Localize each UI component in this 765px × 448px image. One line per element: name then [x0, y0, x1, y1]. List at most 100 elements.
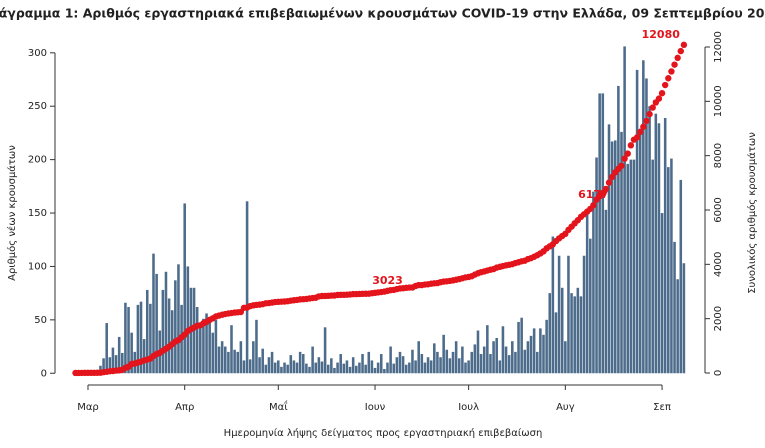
bar [102, 358, 105, 374]
bar [551, 236, 555, 374]
bar [195, 307, 199, 374]
line-point [646, 110, 653, 118]
bar [108, 357, 112, 374]
bar [298, 351, 302, 374]
chart-title: Διάγραμμα 1: Αριθμός εργαστηριακά επιβεβ… [0, 6, 765, 21]
bar [311, 346, 314, 374]
bar [314, 362, 318, 374]
bar [457, 358, 461, 374]
bar [589, 238, 592, 374]
bar [211, 332, 215, 374]
bar [511, 341, 514, 374]
bar [305, 363, 308, 374]
bar [532, 328, 536, 374]
bar [183, 203, 186, 374]
bar [560, 287, 564, 374]
bar [489, 354, 492, 374]
bar [476, 330, 480, 374]
bar [626, 163, 630, 374]
line-point [637, 128, 644, 136]
bar [130, 332, 133, 374]
bar [564, 341, 567, 374]
bar [567, 255, 570, 374]
bar [442, 334, 445, 374]
bar [439, 357, 442, 374]
bar [292, 360, 296, 374]
bar [492, 341, 495, 374]
y2-tick-label: 4000 [713, 252, 724, 277]
y2-tick-label: 10000 [713, 85, 724, 117]
bar [595, 157, 598, 374]
bar [336, 362, 339, 374]
bar [642, 60, 645, 374]
y2-axis-title: Συνολικός αριθμός κρουσμάτων [746, 132, 758, 294]
y-tick-label: 150 [28, 208, 47, 219]
x-tick-label: Μαΐ [269, 399, 288, 413]
bar [501, 326, 505, 374]
bar [576, 287, 580, 374]
bar [379, 354, 383, 374]
bar [667, 167, 670, 374]
bar [539, 328, 542, 374]
bar [663, 117, 667, 374]
x-tick-label: Απρ [175, 402, 194, 413]
bar [367, 351, 371, 374]
bar [613, 140, 617, 374]
bar [174, 280, 177, 374]
x-tick-label: Ιουλ [458, 402, 479, 413]
line-point [624, 150, 631, 157]
bar [333, 367, 336, 374]
bar [361, 354, 364, 374]
bar [670, 158, 673, 374]
bar [411, 349, 414, 374]
bar [470, 351, 474, 374]
line-point [643, 117, 650, 125]
line-point [618, 162, 625, 169]
bar [355, 365, 358, 374]
bar [504, 346, 508, 374]
line-point [640, 123, 647, 130]
bar [121, 352, 124, 374]
bar [199, 328, 202, 374]
bar [554, 312, 558, 374]
line-point [590, 201, 597, 209]
bar [320, 361, 324, 374]
bar [651, 159, 654, 374]
bar [426, 357, 430, 374]
line-point [658, 89, 666, 97]
bar [149, 303, 152, 374]
bar [205, 313, 208, 374]
bar [323, 327, 327, 374]
bar [514, 351, 517, 374]
bar [598, 93, 601, 374]
bar [99, 365, 102, 374]
bar [114, 355, 118, 374]
bar [223, 346, 227, 374]
bar [376, 362, 380, 374]
bar [610, 141, 614, 374]
bar [139, 301, 143, 374]
bar [273, 362, 277, 374]
y-axis-title: Αριθμός νέων κρουσμάτων [6, 145, 18, 281]
bar [498, 360, 502, 374]
bar [464, 362, 467, 374]
line-point [655, 95, 663, 102]
bar [270, 351, 274, 374]
bar [682, 263, 686, 374]
annotation: 6177 [578, 188, 609, 201]
bar [623, 46, 626, 374]
bar [202, 318, 205, 374]
bar [495, 338, 498, 374]
line-point [661, 81, 669, 89]
bar [417, 341, 420, 374]
bar [454, 341, 458, 374]
bar [617, 85, 620, 374]
y2-tick-label: 12000 [713, 31, 724, 63]
bar [255, 319, 258, 374]
y-tick-label: 100 [28, 261, 47, 272]
bar [629, 159, 633, 374]
bar [467, 360, 470, 374]
bar [607, 124, 611, 374]
bar [145, 289, 149, 374]
